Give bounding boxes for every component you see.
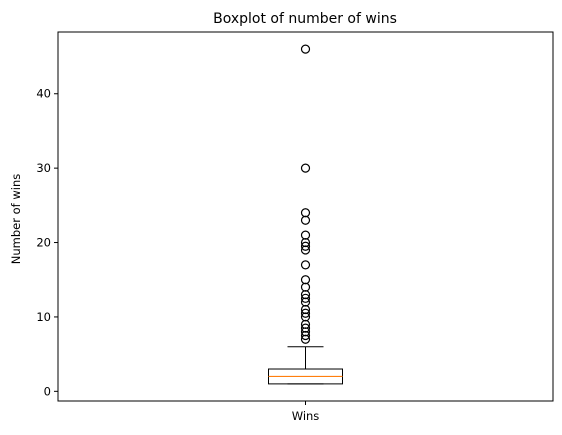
y-tick-label: 10 [36,310,51,324]
outlier-point [300,215,311,225]
outlier-point [300,323,311,333]
y-axis-label: Number of wins [9,174,23,264]
outlier-point [300,275,311,285]
y-tick-label: 40 [36,87,51,101]
y-tick-label: 30 [36,161,51,175]
outlier-point [300,260,311,270]
axes-frame [57,31,554,402]
outlier-point [300,241,311,251]
y-tick-label: 20 [36,236,51,250]
y-tick-label: 0 [44,384,51,398]
outlier-point [300,308,311,318]
outlier-point [300,44,311,54]
outlier-point [300,208,311,218]
chart-title: Boxplot of number of wins [213,11,397,27]
outlier-point [300,230,311,240]
outlier-point [300,293,311,303]
outlier-point [300,282,311,292]
plot-area: 0 10 20 30 40 Wins [36,44,343,423]
outlier-point [300,163,311,173]
x-tick-label: Wins [292,409,320,423]
